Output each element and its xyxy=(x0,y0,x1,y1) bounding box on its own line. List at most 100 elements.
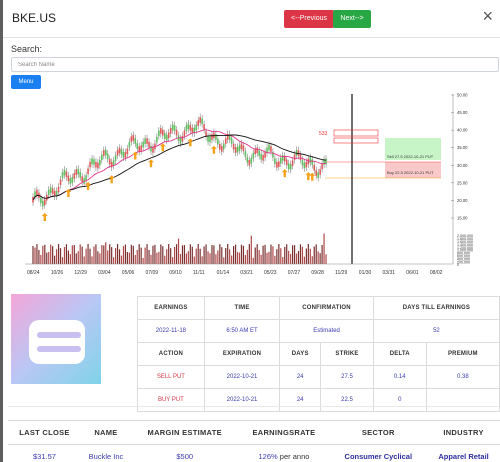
candle-body xyxy=(317,172,319,178)
volume-bar xyxy=(256,244,258,264)
volume-bar xyxy=(325,254,327,264)
table-row: SELL PUT 2022-10-21 24 27.5 0.14 0.38 xyxy=(137,365,500,389)
volume-bar xyxy=(107,250,109,264)
date-tick-label: 08/24 xyxy=(27,270,40,276)
modal-header: BKE.US <--Previous Next--> × xyxy=(3,0,500,38)
header-days: DAYS xyxy=(279,342,322,366)
price-axis: 50.00 45.00 40.00 35.00 30.00 25.00 20.00 15.00 xyxy=(451,93,468,264)
header-premium: PREMIUM xyxy=(425,342,500,366)
close-icon[interactable]: × xyxy=(482,6,493,26)
candle-body xyxy=(165,134,168,141)
volume-bar xyxy=(187,251,189,264)
volume-bar xyxy=(128,252,130,264)
candle-body xyxy=(195,124,198,131)
candle-body xyxy=(89,161,91,168)
volume-bar xyxy=(130,244,132,264)
candle-body xyxy=(122,151,125,158)
volume-bar xyxy=(282,257,284,264)
price-tick-label: 50.00 xyxy=(457,93,468,98)
volume-bar xyxy=(297,251,300,264)
summary-table: LAST CLOSE NAME MARGIN ESTIMATE EARNINGS… xyxy=(8,420,500,462)
volume-bar xyxy=(211,245,213,264)
volume-bar xyxy=(313,246,315,264)
sell-zone xyxy=(385,138,441,160)
volume-bar xyxy=(75,253,77,264)
candle-body xyxy=(118,147,121,154)
volume-bar xyxy=(122,246,125,264)
volume-bar xyxy=(73,245,75,264)
buy-arrow-icon xyxy=(41,212,48,221)
table-row: BUY PUT 2022-10-21 24 22.5 0 xyxy=(137,388,500,412)
volume-bar xyxy=(120,255,123,264)
menu-button[interactable]: Menu xyxy=(11,75,41,89)
candle-body xyxy=(97,162,99,169)
volume-tick-label: 600,000 xyxy=(457,255,470,259)
marker-label: 533 xyxy=(319,131,328,137)
volume-bar xyxy=(284,246,286,264)
earnings-rate: 126% per anno xyxy=(238,444,330,462)
volume-bar xyxy=(236,252,239,264)
volume-bar xyxy=(195,248,197,264)
candle-body xyxy=(264,152,266,158)
volume-bar xyxy=(148,249,150,264)
candle-body xyxy=(193,127,196,134)
header-industry: INDUSTRY xyxy=(427,420,500,445)
volume-bar xyxy=(59,248,62,264)
header-earningsrate: EARNINGSRATE xyxy=(238,420,330,445)
next-button[interactable]: Next--> xyxy=(333,10,371,28)
candle-body xyxy=(209,136,211,143)
date-tick-label: 08/02 xyxy=(430,270,443,276)
volume-bar xyxy=(85,248,87,264)
candle-body xyxy=(44,199,46,206)
volume-bar xyxy=(305,248,307,264)
volume-bar xyxy=(238,252,241,264)
volume-bar xyxy=(77,251,79,264)
volume-bar xyxy=(158,251,160,264)
volume-bar xyxy=(233,246,235,264)
candle-body xyxy=(179,138,182,144)
volume-bar xyxy=(132,245,134,264)
candle-body xyxy=(53,190,56,197)
volume-bar xyxy=(87,244,89,264)
date-tick-label: 03/31 xyxy=(383,270,396,276)
volume-bar xyxy=(215,254,217,264)
candle-body xyxy=(106,153,109,160)
date-tick-label: 05/23 xyxy=(264,270,277,276)
volume-bar xyxy=(201,256,203,264)
volume-bar xyxy=(160,244,162,264)
buy-zone xyxy=(385,162,441,178)
candle-body xyxy=(307,158,310,165)
candle-body xyxy=(276,162,278,168)
previous-button[interactable]: <--Previous xyxy=(284,10,334,28)
volume-bar xyxy=(205,244,207,264)
candle-body xyxy=(189,125,192,131)
volume-bar xyxy=(292,245,294,264)
candle-body xyxy=(156,136,158,143)
volume-bar xyxy=(57,244,60,264)
volume-bar xyxy=(244,255,246,264)
candle-body xyxy=(272,151,274,158)
volume-bar xyxy=(203,246,205,264)
volume-bar xyxy=(189,244,191,264)
volume-tick-label: 1,800,000 xyxy=(457,237,473,241)
search-input[interactable] xyxy=(11,57,499,72)
volume-bar xyxy=(63,247,66,264)
price-tick-label: 25.00 xyxy=(457,180,468,185)
candle-body xyxy=(167,132,170,139)
date-tick-label: 09/28 xyxy=(311,270,324,276)
strike-cell: 22.5 xyxy=(320,388,374,412)
candle-body xyxy=(252,152,255,159)
header-days-till: DAYS TILL EARNINGS xyxy=(372,296,500,320)
candle-body xyxy=(142,141,144,148)
candle-body xyxy=(185,125,188,131)
volume-bar xyxy=(223,257,225,264)
header-expiration: EXPIRATION xyxy=(203,342,281,366)
volume-bar xyxy=(61,257,64,264)
candle-body xyxy=(244,151,247,157)
candle-body xyxy=(299,154,302,161)
buy-arrow-icon xyxy=(148,159,154,168)
header-time: TIME xyxy=(203,296,281,320)
volume-bar xyxy=(270,244,272,264)
header-last-close: LAST CLOSE xyxy=(8,420,81,445)
volume-bar xyxy=(50,244,52,264)
